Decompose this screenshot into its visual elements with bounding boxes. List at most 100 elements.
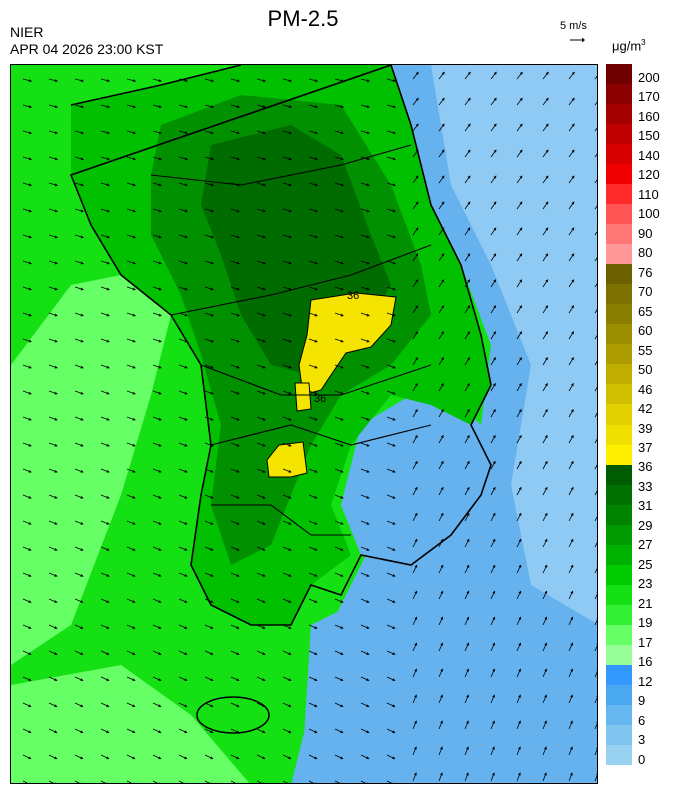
wind-arrow-head: [467, 357, 470, 361]
wind-arrow: [594, 153, 597, 158]
wind-arrow-head: [466, 461, 470, 465]
wind-arrow-head: [106, 626, 110, 629]
wind-arrow-head: [519, 123, 523, 127]
wind-arrow-head: [519, 279, 522, 283]
wind-arrow: [74, 780, 81, 783]
west-light-green-band: [11, 275, 171, 665]
wind-arrow: [594, 101, 597, 106]
wind-arrow-head: [210, 391, 214, 395]
wind-arrow-head: [340, 261, 344, 265]
wind-arrow-head: [80, 678, 84, 682]
wind-arrow-head: [440, 720, 443, 724]
colorbar-cell: [606, 84, 632, 105]
wind-arrow-head: [236, 183, 240, 187]
wind-arrow-head: [80, 365, 84, 369]
wind-arrow-head: [132, 365, 136, 369]
wind-arrow-head: [262, 574, 266, 577]
wind-arrow-head: [493, 175, 497, 179]
wind-arrow-head: [28, 417, 32, 421]
wind-arrow-head: [184, 678, 188, 682]
colorbar-cell: [606, 684, 632, 706]
wind-arrow-head: [106, 547, 110, 551]
wind-arrow-head: [467, 305, 470, 309]
wind-arrow-head: [106, 365, 110, 369]
wind-arrow-head: [519, 357, 522, 361]
wind-arrow-head: [340, 756, 344, 760]
wind-arrow-head: [184, 235, 188, 239]
colorbar-tick-label: 0: [638, 751, 646, 767]
wind-arrow-head: [54, 495, 58, 499]
wind-arrow-head: [262, 469, 266, 473]
wind-arrow-head: [392, 756, 396, 760]
wind-arrow-head: [467, 331, 470, 335]
wind-arrow-head: [236, 287, 240, 291]
wind-arrow-head: [414, 461, 418, 465]
wind-arrow-head: [414, 694, 417, 698]
wind-arrow-head: [466, 668, 470, 672]
wind-arrow-head: [54, 235, 58, 239]
hotspot-region-south: [266, 441, 308, 478]
wind-arrow-head: [441, 331, 444, 335]
wind-arrow: [308, 780, 315, 783]
wind-arrow-head: [392, 157, 396, 161]
wind-arrow-head: [518, 694, 521, 698]
wind-arrow-head: [314, 678, 318, 682]
wind-arrow-head: [132, 678, 136, 682]
wind-arrow-head: [441, 357, 444, 361]
wind-arrow-head: [210, 756, 214, 760]
wind-arrow-head: [366, 261, 370, 265]
wind-arrow-head: [414, 564, 418, 568]
east-sea-light-blue-field: [431, 65, 597, 624]
wind-arrow-head: [288, 79, 292, 83]
wind-arrow-head: [467, 175, 471, 179]
wind-arrow-head: [467, 149, 471, 153]
wind-arrow-head: [236, 678, 240, 682]
wind-arrow-head: [440, 383, 444, 387]
wind-arrow-head: [132, 704, 136, 708]
wind-arrow-head: [106, 287, 110, 291]
wind-arrow-head: [340, 339, 344, 343]
wind-arrow-head: [392, 417, 396, 421]
wind-arrow-head: [517, 772, 521, 776]
wind-arrow-head: [544, 513, 548, 517]
wind-arrow-head: [596, 488, 597, 489]
wind-vector-field: [22, 71, 597, 783]
colorbar-tick-label: 12: [638, 673, 653, 689]
wind-reference-arrow-icon: [570, 37, 585, 43]
wind-arrow-head: [518, 642, 522, 646]
wind-arrow-head: [236, 417, 240, 421]
wind-arrow-head: [366, 339, 370, 343]
wind-arrow-head: [236, 521, 240, 525]
colorbar-tick-label: 37: [638, 439, 653, 455]
wind-arrow-head: [262, 313, 266, 317]
wind-arrow-head: [392, 730, 396, 734]
wind-arrow-head: [54, 469, 58, 473]
wind-arrow-head: [28, 678, 32, 682]
wind-arrow-head: [81, 782, 82, 783]
wind-arrow-head: [54, 574, 58, 577]
wind-arrow: [594, 360, 597, 366]
colorbar-cell: [606, 164, 632, 185]
wind-arrow: [594, 645, 597, 652]
wind-arrow-head: [288, 443, 292, 447]
wind-arrow-head: [571, 123, 575, 127]
colorbar-cell: [606, 484, 632, 506]
wind-arrow-head: [570, 435, 574, 439]
wind-arrow-head: [440, 409, 444, 413]
wind-arrow-head: [517, 746, 521, 750]
wind-arrow-head: [492, 720, 495, 724]
wind-arrow-head: [132, 131, 136, 135]
wind-arrow-head: [366, 495, 370, 499]
wind-arrow-head: [441, 123, 445, 127]
wind-arrow-head: [28, 131, 32, 135]
wind-arrow-head: [314, 209, 318, 213]
colorbar-tick-label: 60: [638, 323, 653, 339]
colorbar-tick-label: 200: [638, 70, 660, 85]
wind-arrow-head: [544, 590, 548, 594]
wind-arrow-head: [544, 409, 548, 413]
wind-arrow-head: [210, 105, 214, 109]
wind-arrow-head: [545, 149, 549, 153]
wind-arrow-head: [184, 495, 188, 499]
wind-arrow-head: [288, 209, 292, 213]
colorbar-cell: [606, 384, 632, 405]
